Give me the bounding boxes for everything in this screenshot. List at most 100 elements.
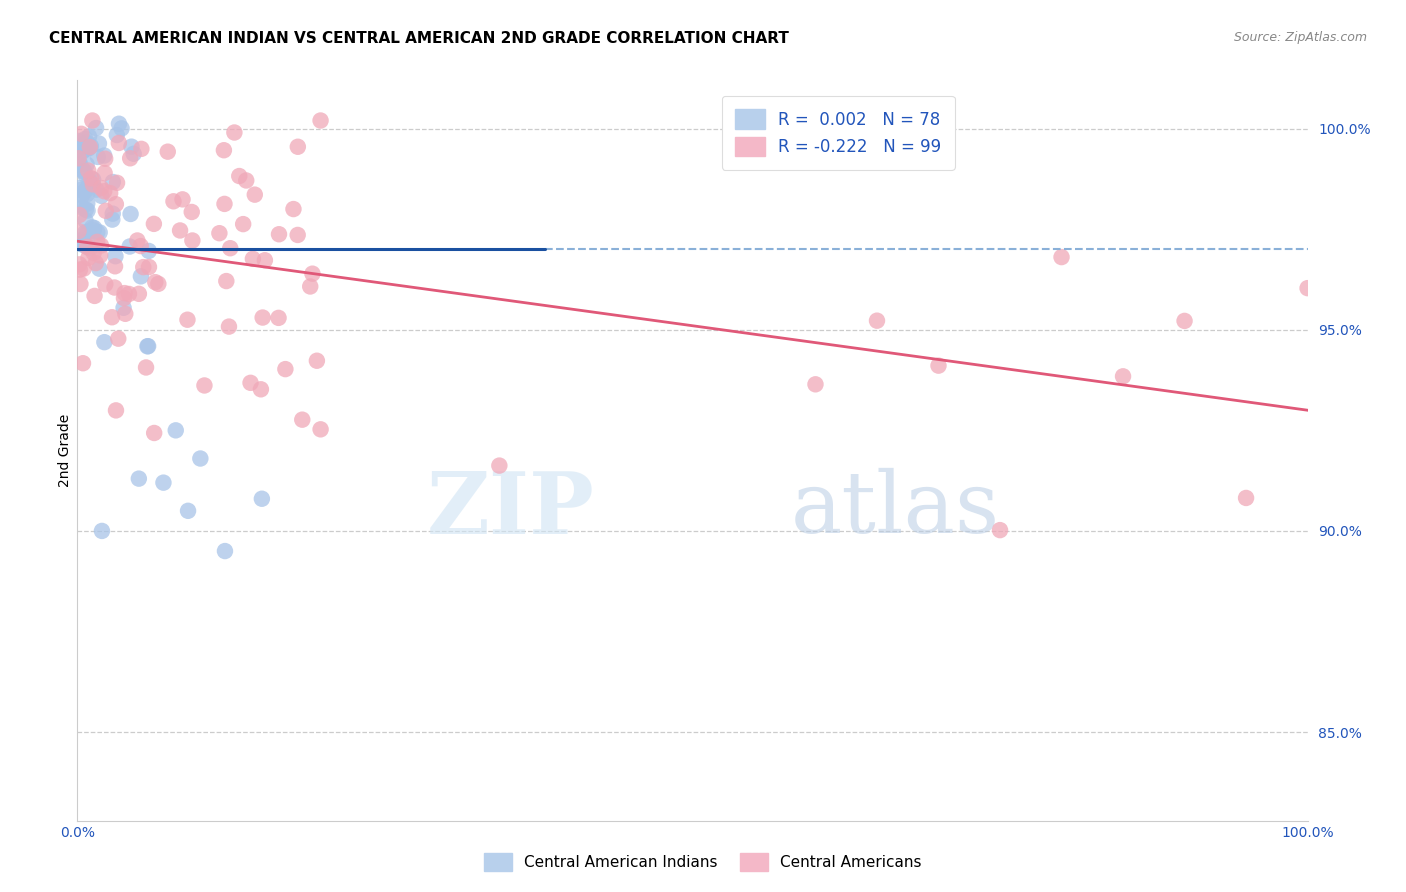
Point <box>138 244 160 258</box>
Point <box>67 151 90 165</box>
Point <box>152 475 174 490</box>
Point <box>305 353 328 368</box>
Point <box>82 220 104 235</box>
Point <box>89 226 111 240</box>
Point <box>87 136 110 151</box>
Point <box>89 261 111 276</box>
Point <box>866 314 889 328</box>
Point <box>228 169 250 183</box>
Point <box>76 225 98 239</box>
Point <box>67 155 90 169</box>
Legend: R =  0.002   N = 78, R = -0.222   N = 99: R = 0.002 N = 78, R = -0.222 N = 99 <box>721 96 955 169</box>
Point <box>70 188 93 202</box>
Point <box>214 544 236 558</box>
Point <box>108 136 131 150</box>
Point <box>104 260 127 274</box>
Point <box>105 176 128 190</box>
Point <box>101 212 124 227</box>
Point <box>75 213 97 227</box>
Point <box>80 139 103 153</box>
Point <box>177 504 200 518</box>
Point <box>94 203 117 218</box>
Point <box>928 359 950 373</box>
Point <box>79 241 101 255</box>
Point <box>274 362 297 376</box>
Point <box>193 378 215 392</box>
Point <box>267 227 290 242</box>
Point <box>77 163 100 178</box>
Point <box>135 360 157 375</box>
Point <box>287 140 309 154</box>
Point <box>75 142 97 156</box>
Point <box>104 249 127 263</box>
Point <box>180 205 202 219</box>
Point <box>250 382 273 396</box>
Point <box>176 312 198 326</box>
Point <box>143 275 166 289</box>
Point <box>162 194 184 209</box>
Point <box>87 150 110 164</box>
Point <box>75 226 97 240</box>
Point <box>215 274 238 288</box>
Point <box>82 178 104 192</box>
Point <box>75 132 97 146</box>
Point <box>93 148 115 162</box>
Point <box>73 235 96 249</box>
Point <box>108 117 131 131</box>
Point <box>67 224 90 238</box>
Point <box>219 241 242 255</box>
Point <box>252 310 274 325</box>
Point <box>75 183 97 197</box>
Point <box>103 280 125 294</box>
Point <box>101 207 124 221</box>
Point <box>70 237 93 252</box>
Point <box>128 286 150 301</box>
Point <box>75 136 97 150</box>
Point <box>120 207 142 221</box>
Point <box>77 129 100 144</box>
Point <box>142 217 165 231</box>
Point <box>73 165 96 179</box>
Point <box>1050 250 1073 264</box>
Point <box>112 291 135 305</box>
Point <box>232 217 254 231</box>
Point <box>93 166 115 180</box>
Point <box>104 403 127 417</box>
Point <box>112 301 135 315</box>
Point <box>118 287 141 301</box>
Point <box>83 289 105 303</box>
Point <box>70 183 93 197</box>
Point <box>76 240 98 254</box>
Point <box>267 310 290 325</box>
Point <box>169 223 191 237</box>
Point <box>72 145 94 159</box>
Point <box>72 356 94 370</box>
Point <box>101 175 124 189</box>
Point <box>94 277 117 292</box>
Point <box>83 246 105 260</box>
Point <box>86 225 108 239</box>
Point <box>104 197 127 211</box>
Point <box>69 181 91 195</box>
Point <box>79 174 101 188</box>
Point <box>73 185 96 199</box>
Point <box>235 173 257 187</box>
Point <box>127 234 149 248</box>
Point <box>129 269 152 284</box>
Point <box>239 376 262 390</box>
Text: ZIP: ZIP <box>426 467 595 551</box>
Point <box>67 208 90 222</box>
Point <box>214 197 236 211</box>
Point <box>84 183 107 197</box>
Point <box>90 189 112 203</box>
Point <box>76 187 98 202</box>
Point <box>128 472 150 486</box>
Point <box>188 451 212 466</box>
Point <box>114 307 136 321</box>
Point <box>90 181 112 195</box>
Point <box>73 164 96 178</box>
Point <box>120 151 142 165</box>
Point <box>122 146 145 161</box>
Point <box>121 139 143 153</box>
Point <box>132 260 155 274</box>
